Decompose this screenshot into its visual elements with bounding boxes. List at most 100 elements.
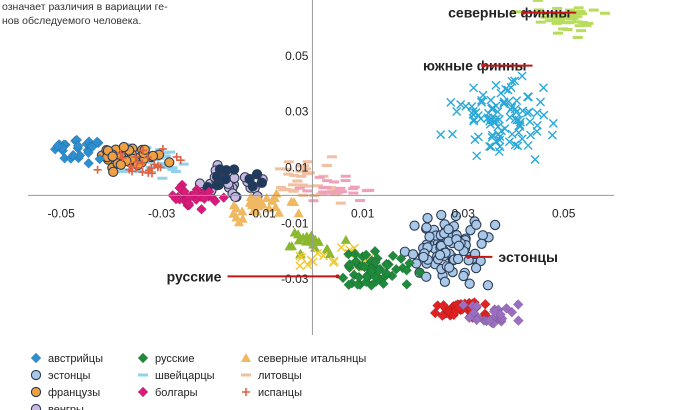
diamond-marker (390, 263, 402, 275)
diamond-marker (512, 299, 524, 310)
plot-area (49, 0, 611, 329)
dash-marker (535, 20, 546, 24)
scatter-series (457, 299, 524, 329)
diamond-marker (370, 271, 381, 283)
dash-marker (289, 188, 300, 192)
legend-label: болгары (155, 387, 198, 399)
circle-marker (450, 210, 462, 222)
diamond-marker (404, 257, 415, 269)
triangle-marker (246, 195, 257, 205)
x-marker (478, 90, 488, 100)
diamond-marker (484, 315, 495, 327)
plus-marker (132, 163, 141, 172)
dash-marker (324, 191, 335, 195)
plus-marker (118, 153, 127, 162)
legend-item: эстонцы (30, 369, 91, 382)
dash-marker (545, 15, 556, 19)
dash-marker (297, 164, 308, 168)
scatter-series (436, 71, 558, 165)
x-tick-label: 0.05 (552, 206, 576, 220)
dash-marker (276, 185, 287, 189)
diamond-marker (67, 149, 79, 161)
plus-marker (131, 152, 140, 161)
dash-marker (551, 21, 562, 25)
dash-marker (326, 155, 337, 159)
dash-marker (314, 175, 325, 179)
diamond-marker (52, 140, 64, 152)
annotation-label: северные финны (448, 5, 570, 21)
dash-marker (575, 9, 586, 13)
intro-line: означает различия в вариации ге- (2, 1, 168, 13)
x-marker (491, 101, 501, 111)
scatter-series (399, 209, 501, 291)
diamond-marker (353, 271, 365, 283)
y-tick-label: -0.03 (281, 272, 309, 286)
circle-marker (418, 251, 429, 263)
circle-marker (30, 386, 42, 398)
dash-marker (572, 35, 583, 39)
dash-marker (282, 167, 293, 171)
dash-marker (281, 187, 292, 191)
x-marker (499, 97, 509, 107)
legend: австрийцы эстонцы французы венгры русские шве… (30, 352, 366, 410)
circle-marker (489, 219, 501, 231)
diamond-marker (83, 147, 94, 159)
dash-marker (178, 162, 189, 166)
legend-item: австрийцы (30, 352, 103, 365)
circle-marker (482, 280, 494, 291)
dash-marker (355, 199, 366, 203)
legend-label: венгры (48, 404, 84, 410)
x-marker (494, 114, 504, 124)
circle-marker (424, 231, 435, 242)
circle-marker (444, 262, 455, 273)
dash-marker (302, 189, 313, 193)
plus-marker (145, 166, 154, 175)
x-marker (447, 129, 457, 139)
diamond-marker (344, 258, 356, 270)
triangle-marker (340, 234, 351, 244)
plus-marker (154, 161, 163, 170)
circle-marker (147, 150, 159, 162)
circle-marker (421, 222, 432, 233)
circle-marker (115, 159, 127, 170)
dash-marker (157, 176, 168, 180)
triangle-marker (254, 193, 265, 203)
dash-marker (558, 27, 569, 31)
triangle-marker (293, 208, 304, 218)
x-marker (523, 140, 533, 150)
x-marker (491, 137, 501, 147)
diamond-marker (463, 312, 475, 324)
x-marker (503, 85, 513, 95)
dash-marker (300, 167, 311, 171)
diamond-marker (137, 386, 149, 398)
dash-marker (162, 165, 173, 169)
diamond-marker (343, 279, 355, 291)
dash-marker (330, 193, 341, 197)
circle-marker (407, 249, 419, 260)
x-marker (436, 130, 446, 140)
circle-marker (220, 173, 231, 185)
scatter-series (49, 134, 106, 169)
diamond-marker (387, 250, 399, 262)
x-marker (446, 97, 456, 107)
dash-marker (552, 31, 563, 35)
x-marker (490, 117, 500, 127)
dash-marker (138, 373, 148, 377)
x-marker (295, 261, 305, 271)
x-tick-label: -0.05 (47, 206, 75, 220)
x-marker (468, 106, 478, 116)
x-marker (329, 256, 339, 266)
dash-marker (292, 179, 303, 183)
circle-marker (228, 164, 240, 175)
dash-marker (568, 16, 579, 20)
triangle-marker (251, 206, 262, 216)
plus-marker (128, 167, 137, 176)
dash-marker (559, 16, 570, 20)
circle-marker (30, 369, 42, 381)
dash-marker (296, 174, 307, 178)
x-marker (518, 106, 528, 116)
dash-marker (533, 8, 544, 12)
scatter-series (202, 164, 267, 193)
dash-marker (308, 199, 319, 203)
